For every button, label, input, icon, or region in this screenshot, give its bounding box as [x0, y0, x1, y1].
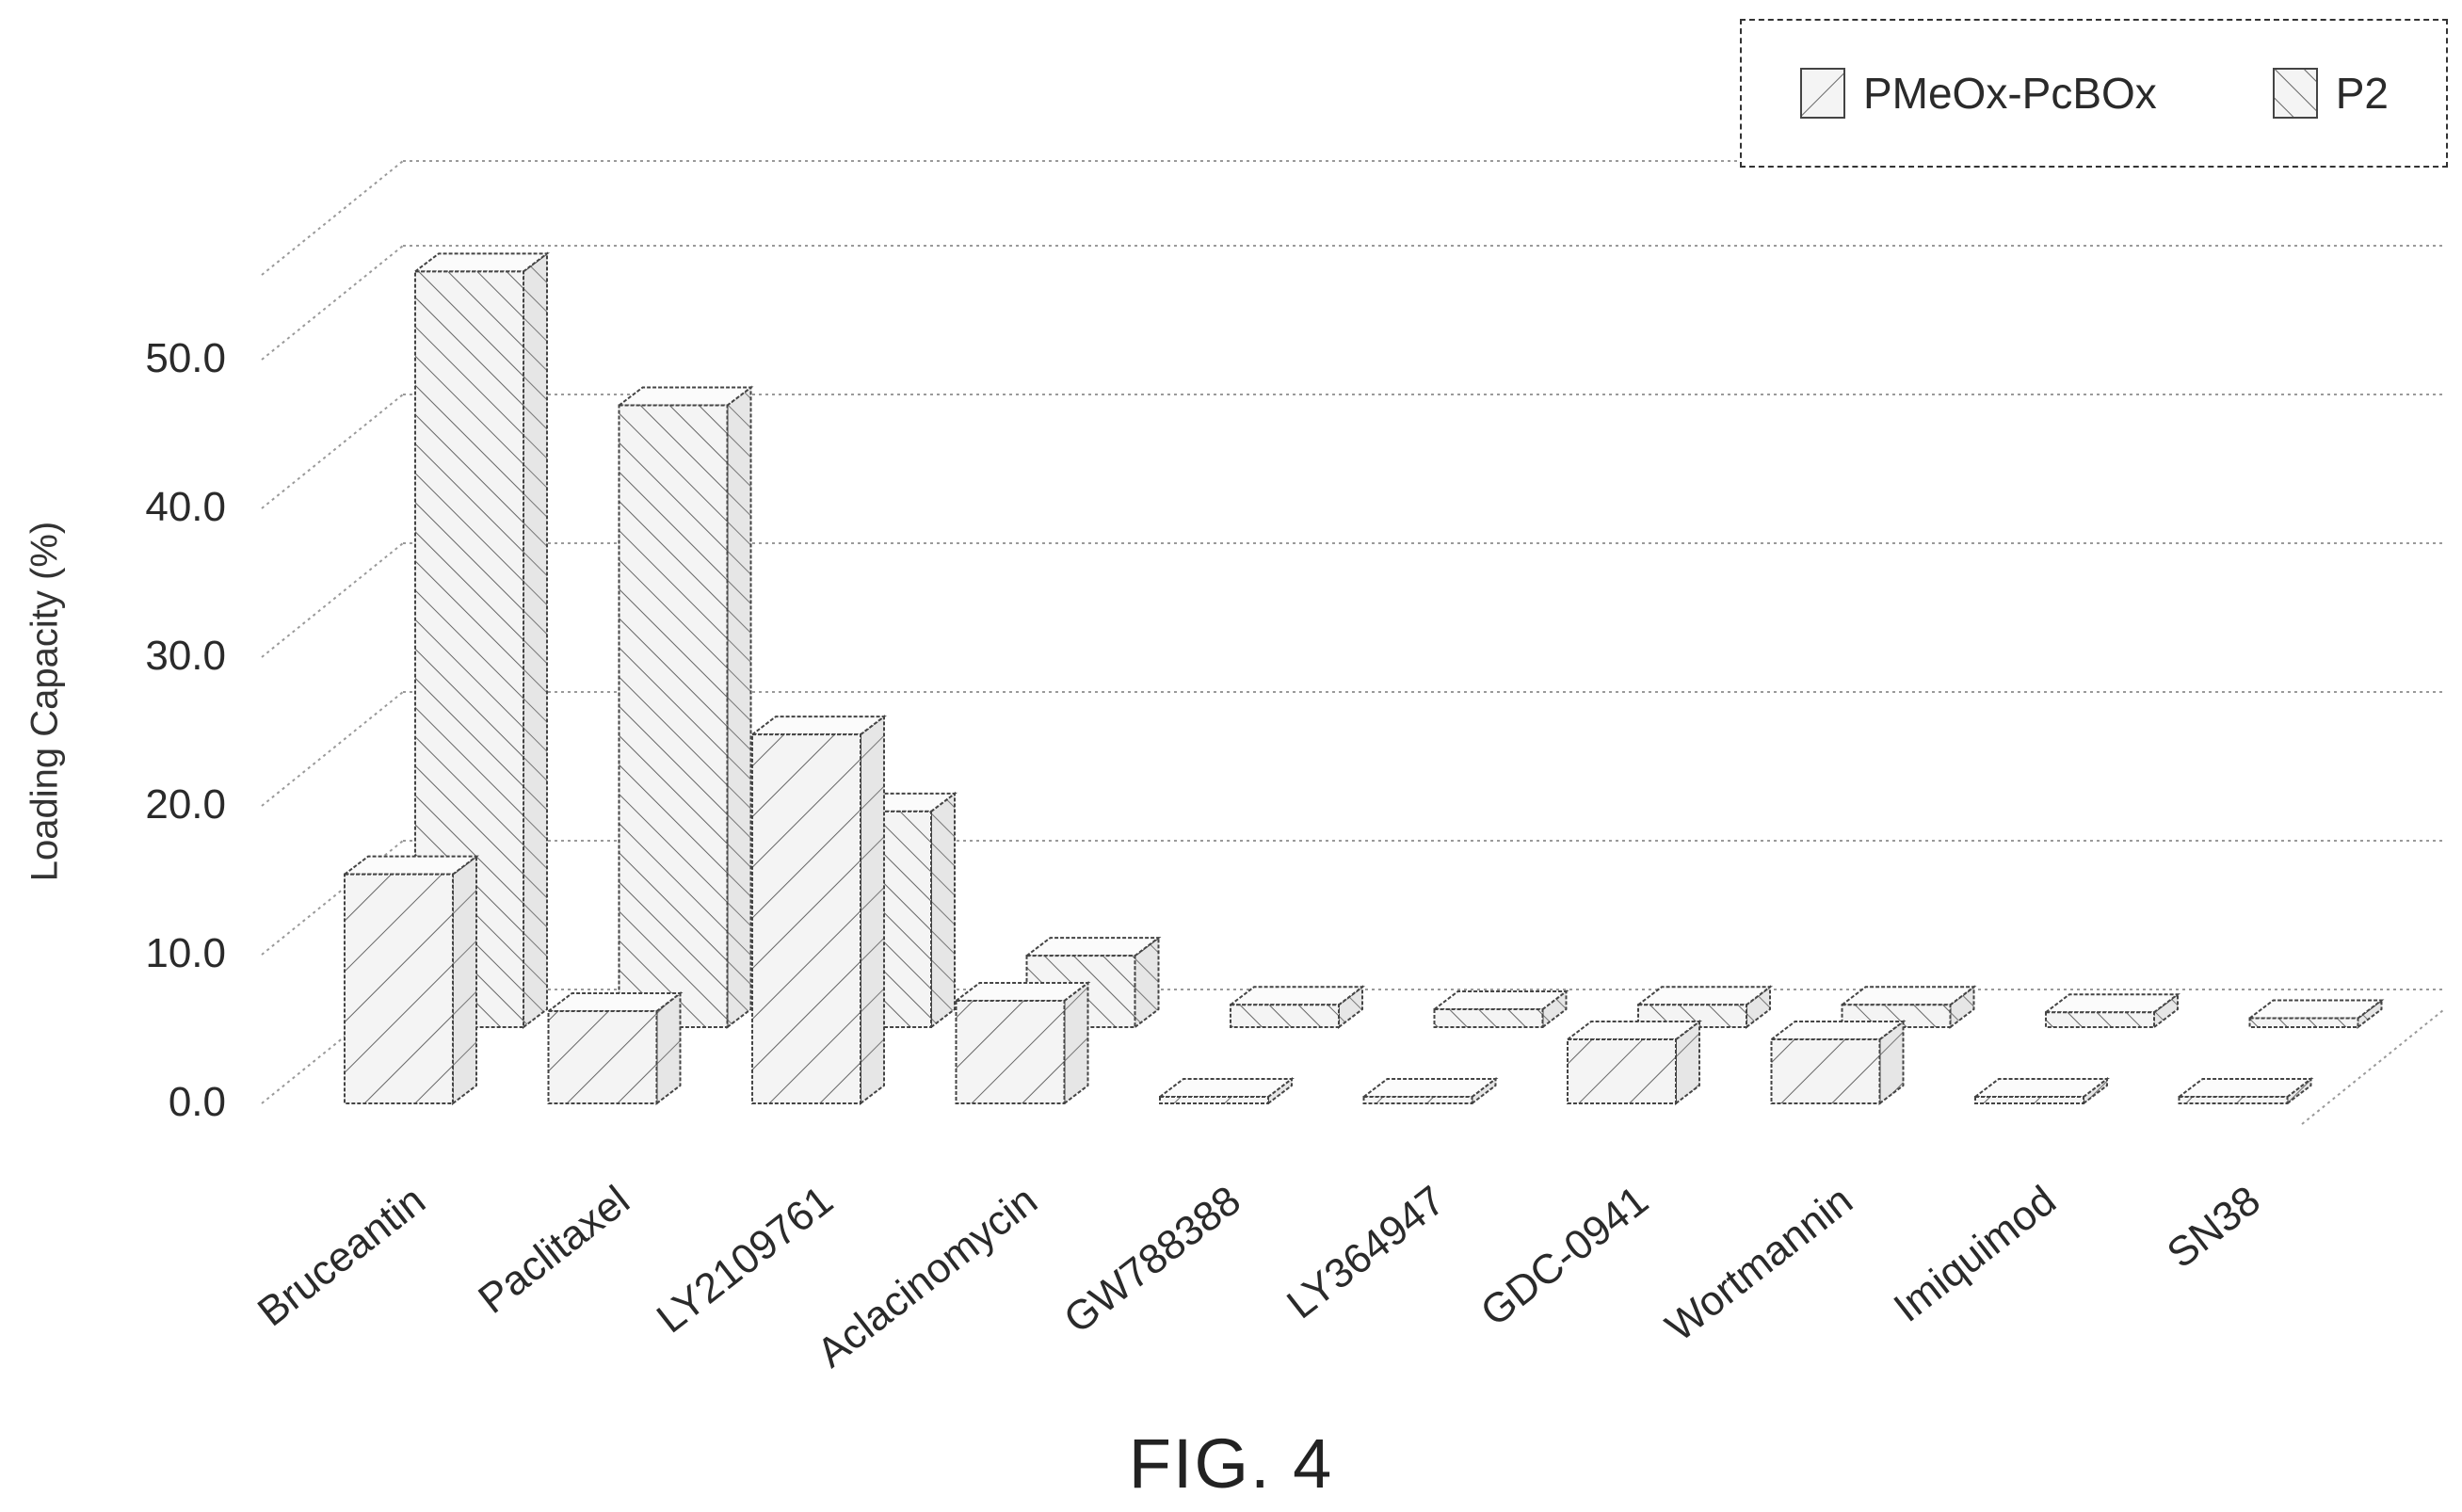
gridline-diagonal: [261, 245, 404, 361]
floor-edge: [2301, 1009, 2444, 1125]
y-tick-label: 30.0: [145, 633, 226, 679]
legend-entry-series-2: P2: [2272, 67, 2389, 120]
bar-series-1-Wortmannin: [1768, 1020, 1907, 1106]
bar-series-1-Aclacinomycin: [953, 980, 1091, 1106]
gridline-diagonal: [261, 691, 404, 807]
figure-caption: FIG. 4: [1128, 1424, 1334, 1503]
gridline-diagonal: [261, 394, 404, 509]
bar-series-2-SN38: [2246, 998, 2385, 1030]
bar-series-1-LY364947: [1360, 1076, 1499, 1106]
legend-entry-series-1: PMeOx-PcBOx: [1799, 67, 2157, 120]
bar-series-2-GW788388: [1228, 985, 1365, 1030]
bar-series-2-LY364947: [1431, 989, 1569, 1030]
bar-series-1-Paclitaxel: [545, 991, 684, 1106]
bar-series-1-GW788388: [1157, 1076, 1295, 1106]
legend: PMeOx-PcBOx P2: [1740, 19, 2448, 168]
bar-series-2-Paclitaxel: [616, 385, 754, 1030]
gridline-diagonal: [261, 542, 404, 658]
y-axis-title: Loading Capacity (%): [24, 521, 66, 882]
y-tick-label: 10.0: [145, 930, 226, 976]
y-tick-label: 50.0: [145, 335, 226, 381]
bar-series-1-LY2109761: [749, 715, 887, 1106]
bars: [342, 251, 2385, 1106]
gridlines: [261, 160, 2444, 1125]
bar-series-2-Imiquimod: [2043, 992, 2180, 1030]
y-tick-label: 40.0: [145, 484, 226, 530]
gridline-diagonal: [261, 160, 404, 276]
y-tick-label: 20.0: [145, 781, 226, 828]
bar-series-1-Bruceantin: [342, 854, 479, 1106]
legend-swatch-forward-hatch: [1799, 68, 1845, 119]
bar-series-1-SN38: [2176, 1076, 2314, 1106]
bar-series-1-GDC-0941: [1565, 1020, 1702, 1106]
bar-series-2-Wortmannin: [1839, 985, 1977, 1030]
y-tick-label: 0.0: [168, 1079, 226, 1125]
legend-label-series-2: P2: [2335, 69, 2390, 118]
legend-label-series-1: PMeOx-PcBOx: [1862, 69, 2157, 118]
bar-series-1-Imiquimod: [1972, 1076, 2110, 1106]
legend-swatch-back-hatch: [2272, 68, 2318, 119]
